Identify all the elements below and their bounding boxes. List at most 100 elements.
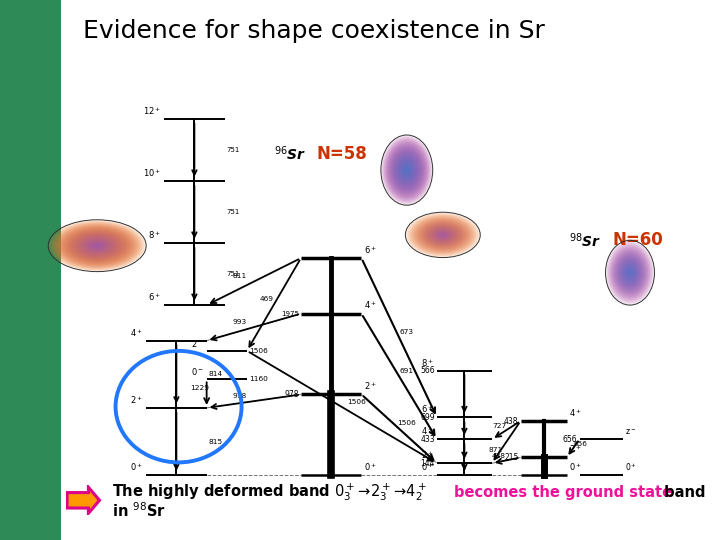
Text: 0$^+$: 0$^+$	[569, 461, 582, 473]
Text: 1160: 1160	[249, 376, 268, 382]
Text: in $^{98}$Sr: in $^{98}$Sr	[112, 501, 166, 519]
Ellipse shape	[426, 225, 459, 245]
Ellipse shape	[72, 232, 122, 259]
Text: 469: 469	[260, 296, 274, 302]
Ellipse shape	[391, 149, 423, 191]
Text: 673: 673	[400, 329, 413, 335]
Text: 4$^+$: 4$^+$	[364, 300, 377, 312]
Ellipse shape	[86, 239, 109, 252]
Ellipse shape	[405, 212, 480, 258]
Ellipse shape	[91, 242, 103, 249]
Ellipse shape	[397, 158, 416, 183]
Text: N=58: N=58	[317, 145, 367, 163]
Ellipse shape	[607, 242, 653, 303]
Ellipse shape	[621, 261, 639, 284]
Text: 433: 433	[420, 435, 435, 444]
Ellipse shape	[95, 245, 99, 247]
Text: 10$^+$: 10$^+$	[143, 167, 161, 179]
Text: The highly deformed band $0^+_3$$\!\rightarrow\!$$2^+_3$$\!\rightarrow\!$$4^+_2$: The highly deformed band $0^+_3$$\!\righ…	[112, 482, 430, 503]
Ellipse shape	[68, 230, 127, 261]
Ellipse shape	[422, 222, 464, 247]
Ellipse shape	[384, 139, 430, 201]
Ellipse shape	[89, 241, 105, 250]
Ellipse shape	[66, 229, 129, 262]
Ellipse shape	[437, 232, 449, 238]
Text: 1506: 1506	[249, 348, 268, 354]
Ellipse shape	[406, 168, 408, 172]
Ellipse shape	[54, 223, 140, 268]
Ellipse shape	[612, 248, 649, 297]
Text: becomes the ground state: becomes the ground state	[454, 485, 672, 500]
Ellipse shape	[398, 159, 415, 181]
Text: 0$^+$: 0$^+$	[625, 461, 637, 473]
Ellipse shape	[64, 228, 130, 264]
Text: 438: 438	[504, 416, 518, 426]
Text: $^{98}$Sr: $^{98}$Sr	[569, 231, 601, 249]
Ellipse shape	[387, 144, 426, 197]
Ellipse shape	[382, 137, 432, 204]
Text: 978: 978	[284, 390, 299, 399]
Text: 2$^+$: 2$^+$	[364, 381, 377, 392]
Text: 4$^+$: 4$^+$	[569, 407, 582, 419]
Ellipse shape	[48, 220, 146, 272]
Text: 815: 815	[209, 438, 223, 444]
Ellipse shape	[397, 156, 417, 184]
Ellipse shape	[395, 153, 419, 187]
Text: 814: 814	[209, 372, 223, 377]
Text: 6$^+$: 6$^+$	[364, 244, 377, 256]
Ellipse shape	[73, 233, 121, 258]
Text: 4$^+$: 4$^+$	[130, 327, 143, 339]
Text: 1506: 1506	[397, 421, 416, 427]
Text: 2$^-$: 2$^-$	[191, 338, 204, 349]
Ellipse shape	[413, 217, 473, 253]
Ellipse shape	[52, 222, 143, 269]
Ellipse shape	[80, 237, 114, 255]
Text: 6$^+$: 6$^+$	[148, 291, 161, 303]
Text: 0$^+$: 0$^+$	[364, 461, 377, 473]
Ellipse shape	[87, 240, 107, 251]
Ellipse shape	[81, 238, 113, 254]
Ellipse shape	[390, 147, 423, 193]
Text: 751: 751	[227, 209, 240, 215]
Ellipse shape	[439, 233, 446, 237]
Ellipse shape	[415, 218, 471, 252]
Ellipse shape	[408, 213, 478, 256]
Ellipse shape	[76, 234, 119, 257]
Text: 438: 438	[492, 453, 506, 459]
Ellipse shape	[94, 244, 101, 248]
Text: 691: 691	[400, 368, 413, 374]
Ellipse shape	[608, 244, 652, 302]
Ellipse shape	[418, 220, 467, 249]
FancyArrow shape	[67, 487, 99, 514]
Text: 8$^+$: 8$^+$	[421, 357, 434, 369]
Text: 0$^-$: 0$^-$	[191, 366, 204, 377]
Text: 8$^+$: 8$^+$	[148, 230, 161, 241]
Text: z$^-$: z$^-$	[625, 427, 636, 437]
Text: 1506: 1506	[347, 399, 366, 404]
Text: 656: 656	[573, 441, 588, 447]
Text: 1229: 1229	[190, 385, 209, 392]
Ellipse shape	[433, 229, 452, 241]
Ellipse shape	[393, 152, 420, 188]
Ellipse shape	[381, 135, 433, 205]
Ellipse shape	[409, 214, 477, 255]
Ellipse shape	[614, 252, 646, 294]
Ellipse shape	[624, 265, 636, 281]
Text: 0$^+$: 0$^+$	[130, 461, 143, 473]
Ellipse shape	[58, 225, 136, 266]
Ellipse shape	[388, 145, 426, 195]
Text: 1975: 1975	[281, 310, 299, 316]
Text: N=60: N=60	[612, 231, 662, 249]
Ellipse shape	[395, 154, 418, 186]
Ellipse shape	[625, 266, 635, 279]
Ellipse shape	[400, 160, 414, 180]
Text: 751: 751	[227, 147, 240, 153]
Text: 6$^+$: 6$^+$	[421, 403, 434, 415]
Ellipse shape	[420, 221, 465, 248]
Ellipse shape	[628, 269, 632, 276]
Text: 727: 727	[492, 423, 506, 429]
Ellipse shape	[431, 228, 454, 242]
Text: 566: 566	[420, 366, 435, 375]
Ellipse shape	[390, 146, 424, 194]
Text: 811: 811	[233, 273, 246, 279]
